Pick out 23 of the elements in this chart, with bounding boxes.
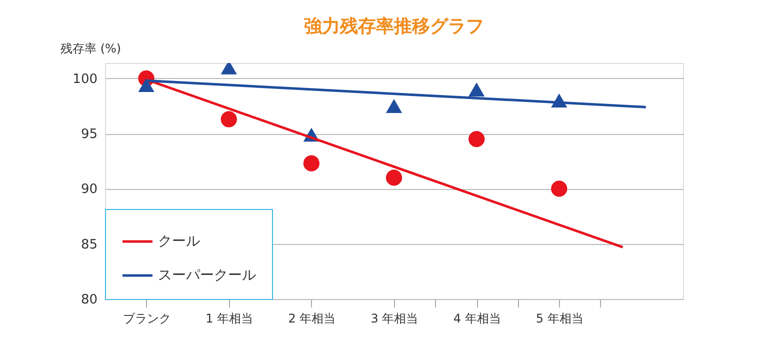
y-tick-label: 95 <box>80 127 98 142</box>
y-tick-label: 80 <box>80 292 98 308</box>
y-tick-label: 85 <box>80 237 98 252</box>
point <box>468 82 485 96</box>
chart-title: 強力残存率推移グラフ <box>304 16 484 37</box>
y-tick-label: 100 <box>72 72 98 87</box>
y-axis-title: 残存率 (%) <box>60 42 122 56</box>
point <box>303 155 320 172</box>
point <box>220 111 237 128</box>
legend-label: スーパークール <box>158 268 256 284</box>
y-tick-label: 90 <box>80 182 98 198</box>
x-tick-label: 5 年相当 <box>536 312 584 326</box>
point <box>468 131 485 148</box>
x-tick-label: 3 年相当 <box>370 312 418 326</box>
point <box>551 180 568 197</box>
x-tick-label: ブランク <box>122 312 171 326</box>
point <box>138 78 154 92</box>
x-tick-label: 2 年相当 <box>288 312 336 326</box>
x-tick-label: 4 年相当 <box>453 312 501 326</box>
point <box>386 99 402 113</box>
point <box>386 170 402 186</box>
legend-label: クール <box>158 234 200 250</box>
x-tick-label: 1 年相当 <box>206 312 254 326</box>
